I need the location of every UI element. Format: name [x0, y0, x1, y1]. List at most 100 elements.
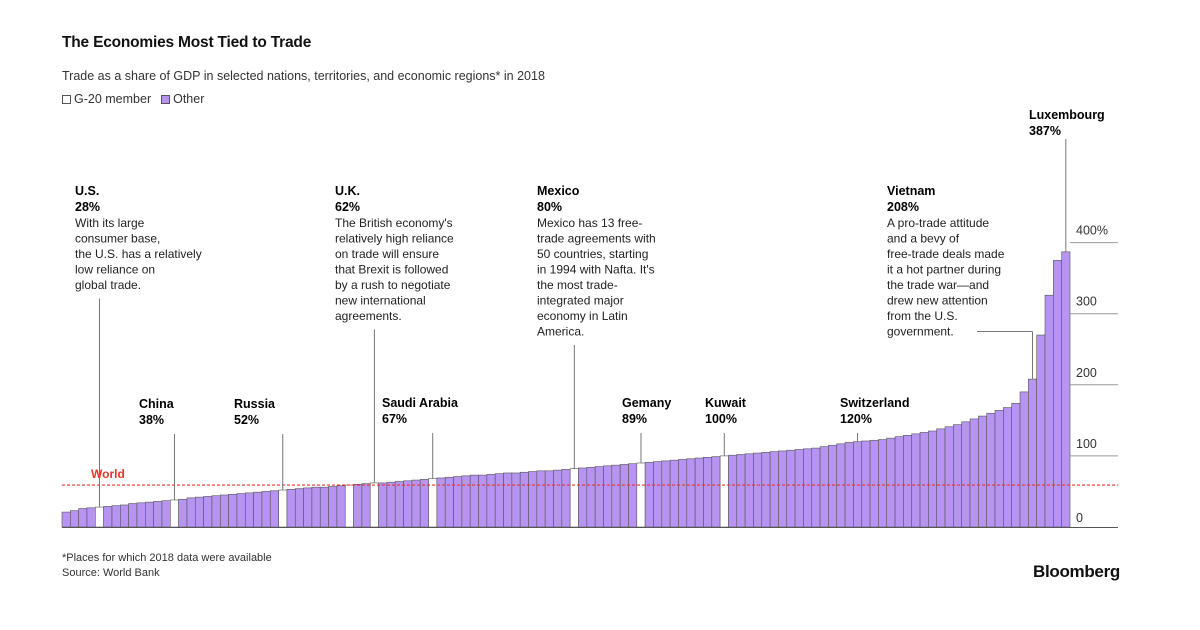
bar — [769, 451, 779, 528]
bar-g20 — [569, 468, 579, 528]
bar — [594, 466, 604, 528]
bar — [394, 481, 404, 528]
y-tick-label: 300 — [1076, 295, 1097, 309]
y-tick-label: 200 — [1076, 366, 1097, 380]
annotation-note: The British economy's — [335, 216, 453, 230]
bar — [711, 456, 721, 528]
bar — [478, 474, 488, 528]
bar — [669, 459, 679, 528]
legend-label-g20: G-20 member — [74, 92, 152, 106]
world-average-label: World — [91, 467, 125, 481]
bar — [761, 452, 771, 528]
bar — [528, 471, 538, 528]
bar — [70, 510, 79, 528]
bar — [536, 470, 546, 528]
bar — [753, 452, 763, 528]
annotation-note: the U.S. has a relatively — [75, 247, 202, 261]
annotation-value: 89% — [622, 412, 647, 426]
annotation-value: 52% — [234, 413, 259, 427]
annotation-note: A pro-trade attitude — [887, 216, 989, 230]
footnote-source: Source: World Bank — [62, 567, 160, 579]
bar — [794, 449, 804, 528]
bar — [194, 496, 204, 528]
bar — [286, 489, 296, 528]
bar — [1028, 378, 1037, 528]
annotation-note: from the U.S. — [887, 309, 958, 323]
bar — [1061, 251, 1071, 528]
bar — [853, 441, 863, 528]
bar — [503, 472, 513, 528]
y-tick-label: 0 — [1076, 511, 1083, 525]
bar — [311, 486, 321, 528]
annotation-note: consumer base, — [75, 232, 160, 246]
bar — [78, 508, 88, 528]
bar — [869, 439, 879, 528]
bar — [86, 507, 96, 528]
bar — [519, 471, 529, 528]
annotation-note: 50 countries, starting — [537, 247, 648, 261]
annotation-note: it a hot partner during — [887, 263, 1001, 277]
bloomberg-logo: Bloomberg — [1032, 562, 1120, 581]
bar — [461, 475, 471, 528]
bar — [1053, 260, 1062, 528]
annotation-note: and a bevy of — [887, 232, 960, 246]
annotation-value: 38% — [139, 413, 164, 427]
bar — [494, 473, 504, 528]
bar — [1011, 402, 1021, 528]
legend-label-other: Other — [173, 92, 205, 106]
annotation-note: on trade will ensure — [335, 247, 439, 261]
bars-group — [61, 251, 1118, 528]
y-tick-label: 100 — [1076, 437, 1097, 451]
annotation-note: global trade. — [75, 278, 141, 292]
bar — [611, 464, 621, 528]
bar — [219, 494, 229, 528]
bar — [861, 440, 871, 528]
bar — [978, 415, 987, 528]
bar — [1036, 334, 1046, 528]
annotation-note: the trade war—and — [887, 278, 989, 292]
legend-swatch-g20 — [62, 94, 71, 104]
bar — [661, 460, 671, 528]
bar — [336, 485, 346, 528]
bar — [969, 418, 979, 528]
bar — [803, 448, 813, 528]
bar — [269, 490, 279, 528]
bar — [778, 450, 788, 528]
chart-title: The Economies Most Tied to Trade — [62, 34, 312, 51]
bar — [928, 430, 938, 528]
bar — [619, 464, 629, 528]
bar — [744, 453, 754, 528]
bar — [328, 486, 338, 528]
bar-g20 — [278, 489, 288, 528]
bar — [103, 506, 113, 528]
bar — [644, 461, 654, 528]
bar-g20 — [170, 499, 179, 528]
bar — [511, 472, 521, 528]
bar-g20 — [344, 484, 354, 528]
bar — [161, 500, 171, 528]
bar — [136, 502, 146, 528]
bar — [486, 474, 496, 528]
bar — [203, 496, 213, 528]
annotation-name: Vietnam — [887, 184, 935, 198]
legend: G-20 member Other — [62, 92, 214, 106]
bar — [886, 437, 896, 528]
bar — [178, 498, 188, 528]
bar — [319, 486, 329, 528]
annotation-name: China — [139, 397, 175, 411]
bar — [953, 424, 962, 528]
bar — [561, 469, 571, 528]
bar — [653, 461, 663, 528]
annotation-note: relatively high reliance — [335, 232, 454, 246]
legend-item-g20: G-20 member — [62, 92, 151, 106]
bar — [153, 501, 163, 528]
bar-g20 — [95, 506, 104, 528]
annotation-value: 120% — [840, 412, 872, 426]
bar — [553, 469, 563, 528]
annotation-name: U.S. — [75, 184, 99, 198]
bar — [944, 426, 954, 528]
bar — [903, 434, 913, 528]
annotation-note: integrated major — [537, 294, 624, 308]
bar-g20 — [428, 478, 438, 528]
annotation-name: Luxembourg — [1029, 108, 1105, 122]
